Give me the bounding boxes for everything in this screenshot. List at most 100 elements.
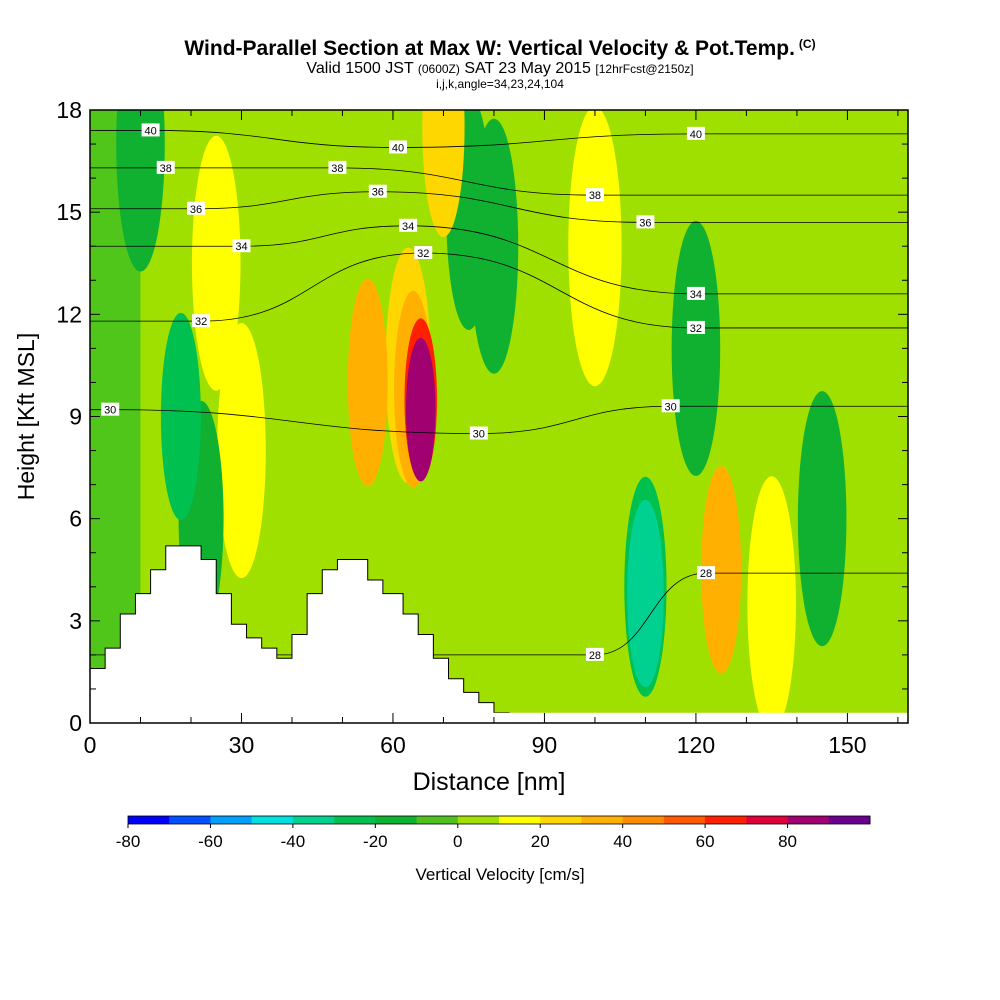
- theta-label-40: 40: [686, 126, 705, 141]
- y-tick-label: 0: [69, 710, 82, 736]
- svg-text:30: 30: [104, 405, 116, 417]
- theta-label-28: 28: [697, 566, 716, 580]
- colorbar-segment: [499, 816, 541, 824]
- terrain-profile: [90, 545, 510, 723]
- colorbar-tick-label: -60: [198, 832, 223, 851]
- theta-label-36: 36: [187, 201, 206, 216]
- colorbar-segment: [540, 816, 582, 824]
- theta-label-30: 30: [469, 426, 488, 441]
- velocity-cell: [747, 476, 796, 723]
- colorbar-label: Vertical Velocity [cm/s]: [415, 865, 584, 884]
- theta-label-30: 30: [661, 399, 680, 413]
- theta-label-34: 34: [232, 239, 251, 253]
- theta-contour-34: [90, 225, 908, 295]
- svg-text:34: 34: [402, 221, 414, 233]
- colorbar-segment: [251, 816, 294, 824]
- colorbar-tick-label: -80: [116, 832, 141, 851]
- svg-text:32: 32: [690, 323, 702, 335]
- colorbar-tick-label: 80: [778, 832, 797, 851]
- theta-label-40: 40: [389, 140, 408, 154]
- theta-label-32: 32: [414, 246, 433, 260]
- colorbar-segment: [746, 816, 789, 824]
- velocity-cell: [701, 466, 742, 674]
- y-tick-label: 9: [69, 404, 82, 430]
- x-tick-label: 120: [677, 732, 715, 758]
- colorbar-tick-label: 20: [531, 832, 550, 851]
- svg-text:30: 30: [665, 401, 677, 413]
- theta-label-40: 40: [141, 123, 160, 137]
- y-tick-label: 6: [69, 506, 82, 532]
- theta-label-36: 36: [636, 215, 655, 229]
- colorbar-segment: [128, 816, 170, 824]
- x-tick-label: 60: [380, 732, 406, 758]
- theta-label-30: 30: [101, 402, 120, 417]
- colorbar-segment: [581, 816, 624, 824]
- velocity-cell: [217, 323, 266, 579]
- svg-text:34: 34: [690, 289, 702, 301]
- svg-text:36: 36: [190, 204, 202, 216]
- terrain-mask: [90, 545, 908, 723]
- x-axis-label: Distance [nm]: [413, 768, 566, 796]
- subtitle-zulu: (0600Z): [417, 62, 460, 76]
- y-tick-label: 18: [56, 97, 82, 123]
- chart-subtitle: Valid 1500 JST (0600Z) SAT 23 May 2015 […: [0, 61, 1000, 77]
- theta-label-38: 38: [156, 160, 175, 175]
- colorbar: -80 -60 -40 -20 0 20 40 60 80 Vertical Velocity […: [116, 815, 871, 884]
- colorbar-segment: [787, 816, 830, 824]
- contour-labels: 28 28 30 30 30 32 32 32 34 34 34 36 36 36 38 38 38 40 40 40: [101, 123, 716, 662]
- theta-label-34: 34: [686, 286, 705, 301]
- velocity-cell: [160, 312, 201, 521]
- svg-text:30: 30: [473, 429, 485, 441]
- velocity-cell: [191, 135, 241, 391]
- svg-text:32: 32: [195, 316, 207, 328]
- chart-title-text: Wind-Parallel Section at Max W: Vertical…: [184, 37, 795, 60]
- svg-text:38: 38: [160, 163, 172, 175]
- velocity-cell: [797, 391, 847, 647]
- svg-text:32: 32: [417, 248, 429, 260]
- subtitle-forecast: [12hrFcst@2150z]: [595, 62, 694, 76]
- y-axis-label: Height [Kft MSL]: [13, 333, 39, 500]
- theta-label-38: 38: [328, 160, 347, 175]
- svg-text:40: 40: [690, 129, 702, 141]
- svg-text:34: 34: [235, 241, 247, 253]
- colorbar-segment: [375, 816, 418, 824]
- colorbar-segment: [169, 816, 211, 824]
- velocity-cell: [347, 278, 388, 487]
- x-tick-label: 90: [532, 732, 558, 758]
- theta-label-28: 28: [585, 647, 604, 662]
- colorbar-segment: [828, 816, 871, 824]
- svg-text:28: 28: [589, 650, 601, 662]
- svg-text:36: 36: [639, 217, 651, 229]
- colorbar-tick-label: 0: [453, 832, 462, 851]
- colorbar-segment: [705, 816, 747, 824]
- x-tick-label: 0: [84, 732, 97, 758]
- subtitle-date: SAT 23 May 2015: [464, 60, 591, 77]
- theta-label-36: 36: [368, 184, 387, 199]
- velocity-cell: [422, 110, 465, 237]
- theta-label-34: 34: [399, 218, 418, 233]
- chart-title-suffix: (C): [798, 37, 816, 51]
- subtitle-valid: Valid 1500 JST: [306, 60, 414, 77]
- colorbar-segment: [622, 816, 665, 824]
- colorbar-segment: [292, 816, 335, 824]
- svg-text:40: 40: [392, 142, 404, 154]
- colorbar-segment: [334, 816, 376, 824]
- theta-label-38: 38: [585, 188, 604, 202]
- colorbar-segment: [416, 816, 459, 824]
- velocity-cell: [671, 220, 721, 476]
- velocity-cell: [405, 337, 436, 482]
- velocity-cell: [568, 110, 622, 387]
- theta-label-32: 32: [192, 314, 211, 328]
- y-tick-label: 12: [56, 301, 82, 327]
- colorbar-frame: [127, 815, 871, 825]
- x-tick-label: 150: [828, 732, 866, 758]
- velocity-cell: [627, 499, 664, 688]
- velocity-cell: [116, 110, 165, 272]
- svg-text:38: 38: [589, 190, 601, 202]
- colorbar-tick-label: -40: [281, 832, 306, 851]
- svg-text:40: 40: [144, 125, 156, 137]
- colorbar-tick-label: 60: [696, 832, 715, 851]
- y-tick-label: 3: [69, 608, 82, 634]
